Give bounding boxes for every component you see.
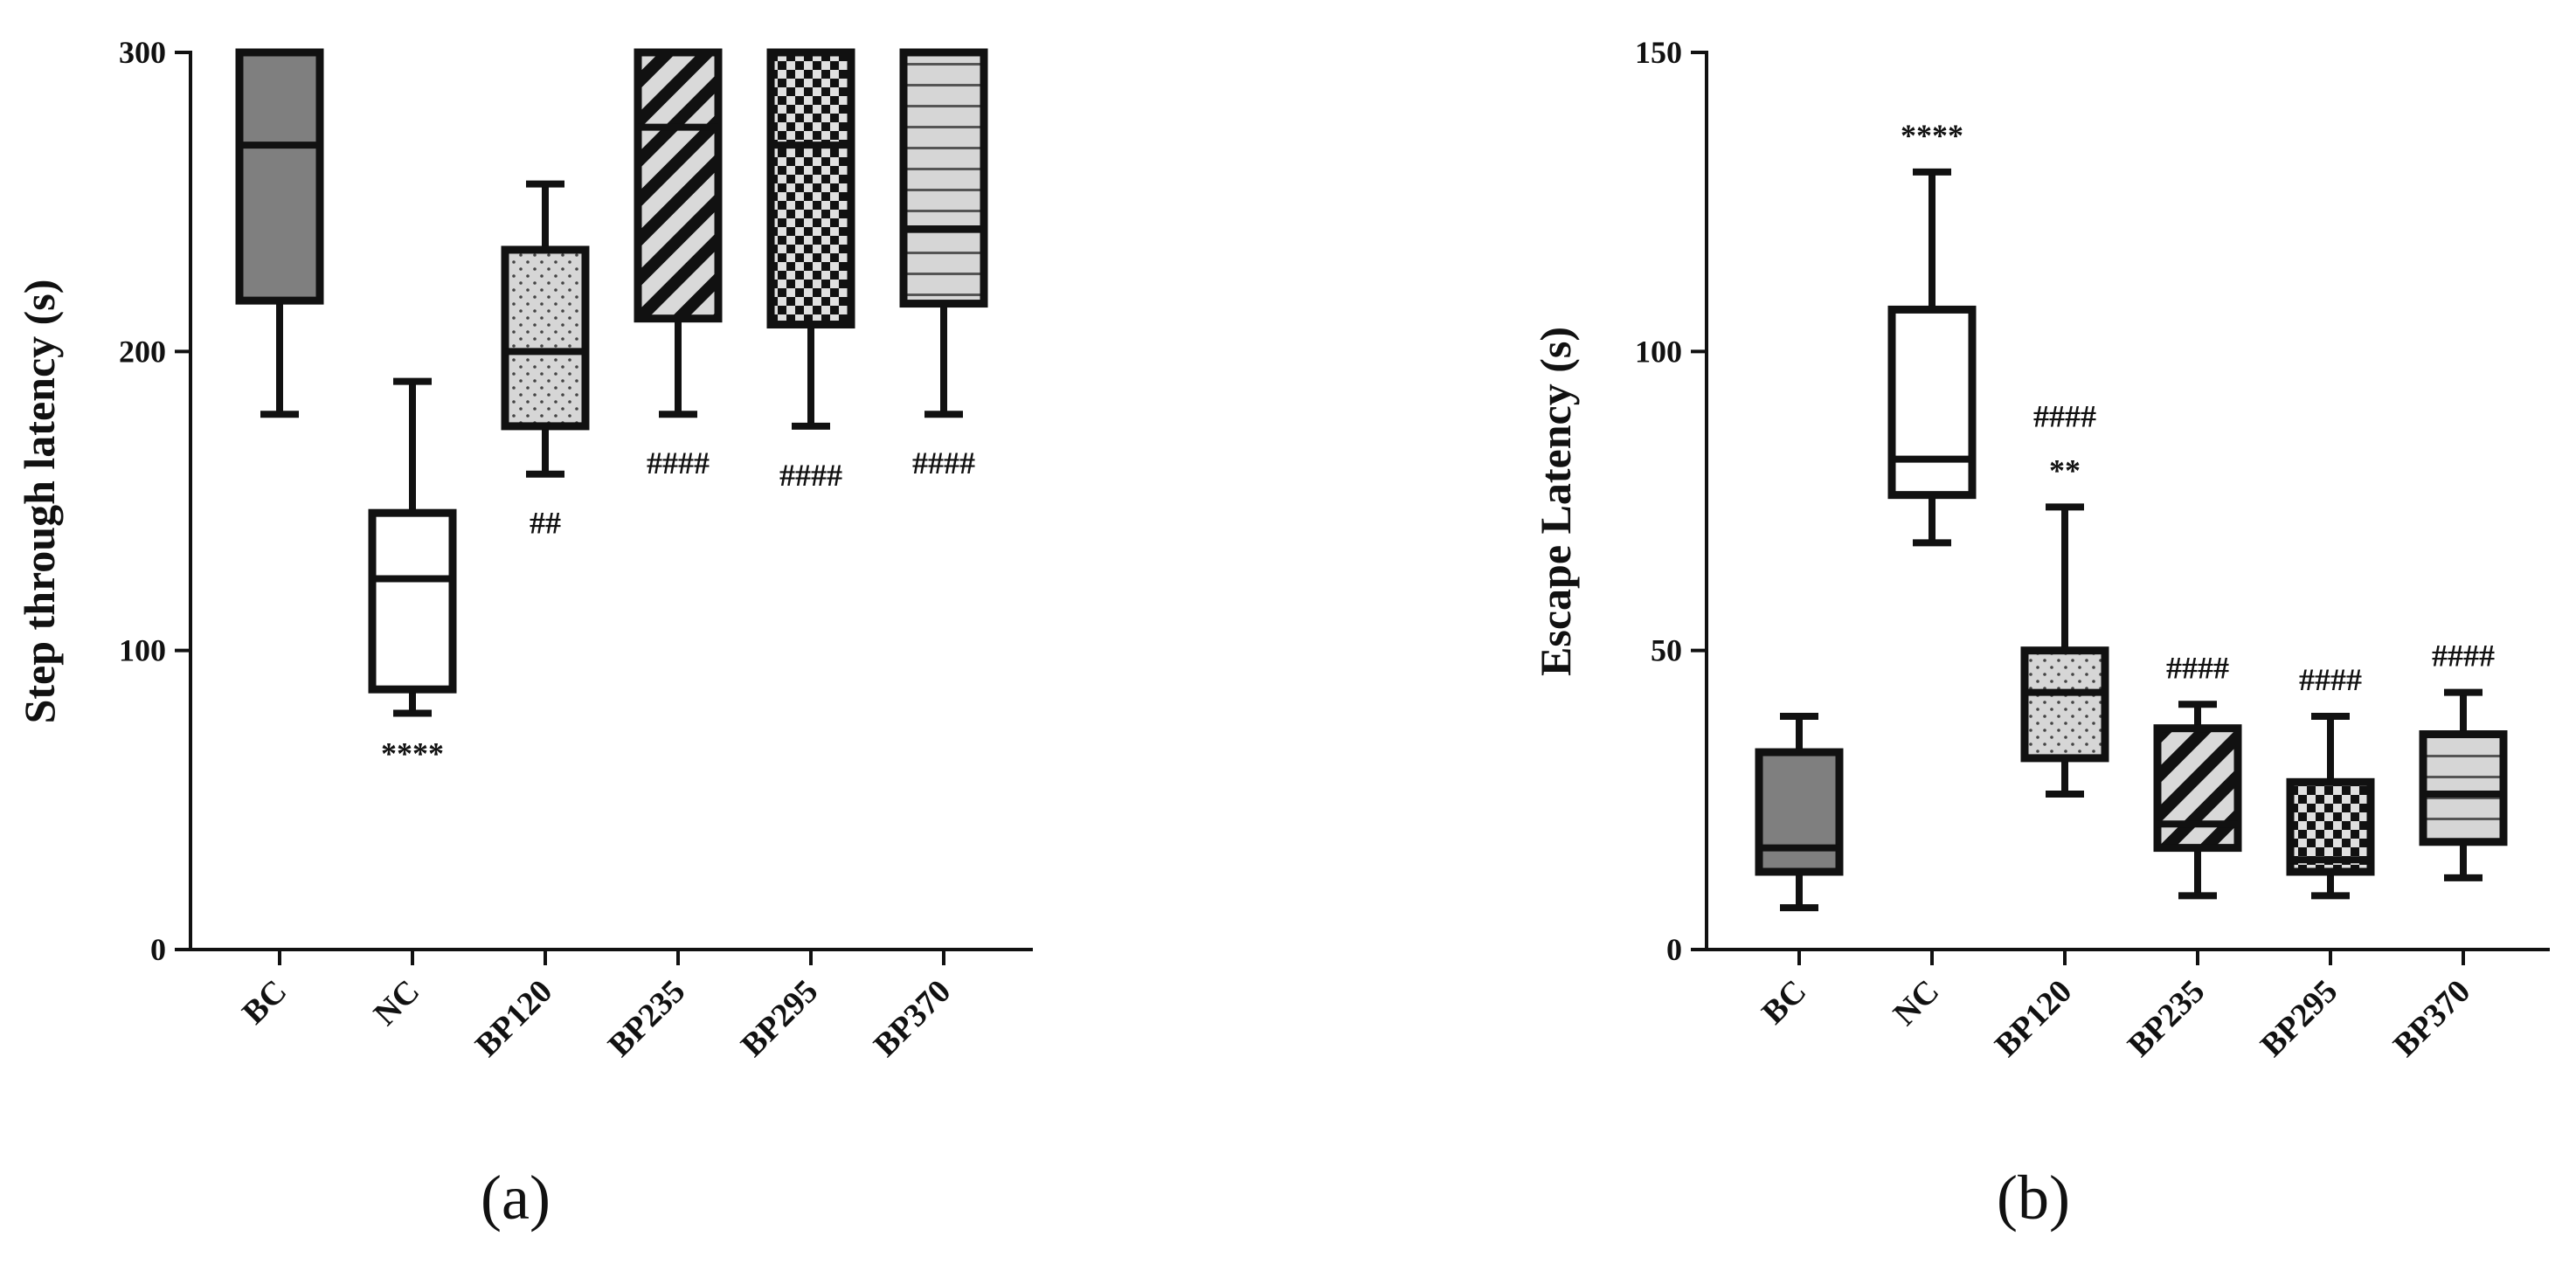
chart-a-category-label: BC: [235, 973, 294, 1032]
chart-a-y-tick-label: 0: [150, 932, 166, 967]
box-iqr: [2419, 730, 2508, 846]
box-iqr: [2020, 646, 2109, 763]
chart-a-significance-label: ##: [530, 506, 561, 541]
chart-b-y-tick-label: 0: [1666, 932, 1682, 967]
chart-b-significance-label: ####: [2166, 650, 2229, 685]
chart-b-box-bp295: [2286, 712, 2375, 900]
chart-b-significance-label: ####: [2299, 662, 2362, 697]
chart-b-category-label: BP370: [2386, 973, 2477, 1064]
chart-a-box-nc: [368, 377, 457, 717]
chart-a-box-bp120: [501, 180, 590, 478]
chart-a-y-tick-label: 200: [119, 334, 166, 369]
chart-b-box-bp235: [2153, 701, 2242, 900]
chart-b-panel-label: (b): [1997, 1163, 2070, 1233]
chart-a-y-axis-title: Step through latency (s): [15, 280, 64, 724]
chart-a-category-label: BP235: [601, 973, 692, 1064]
box-iqr: [899, 48, 988, 308]
chart-b-category-label: BP120: [1988, 973, 2079, 1064]
chart-b-significance-label: ####: [2432, 639, 2495, 674]
chart-a-box-bp295: [766, 48, 855, 430]
box-iqr: [1887, 305, 1977, 500]
chart-b-box-bp370: [2419, 688, 2508, 881]
chart-a-box-bp235: [634, 48, 723, 418]
chart-b-box-bp120: [2020, 503, 2109, 798]
chart-a-panel-label: (a): [481, 1163, 551, 1233]
chart-a-category-label: NC: [367, 973, 427, 1033]
chart-panel-b: 0 50 100 150 Escape Latency (s) BC NC **** BP120…: [1531, 35, 2550, 1233]
chart-b-box-bc: [1755, 712, 1844, 912]
box-iqr: [368, 508, 457, 694]
chart-a-significance-label: ####: [912, 446, 975, 480]
box-iqr: [501, 245, 590, 431]
box-iqr: [2153, 724, 2242, 853]
chart-b-significance-label: ****: [1901, 118, 1963, 153]
chart-a-y-tick-label: 100: [119, 633, 166, 668]
chart-b-y-tick-label: 50: [1651, 633, 1682, 668]
chart-b-y-axis-title: Escape Latency (s): [1531, 327, 1580, 676]
chart-b-category-label: NC: [1887, 973, 1947, 1033]
chart-b-category-label: BP235: [2121, 973, 2212, 1064]
chart-b-box-nc: [1887, 168, 1977, 547]
chart-a-category-label: BP370: [867, 973, 958, 1064]
chart-b-category-label: BC: [1755, 973, 1813, 1032]
chart-a-significance-label: ####: [779, 458, 842, 493]
chart-b-significance-label: **: [2049, 452, 2081, 487]
chart-a-box-bp370: [899, 48, 988, 418]
chart-b-significance-label: ####: [2033, 398, 2096, 433]
chart-a-category-label: BP120: [468, 973, 559, 1064]
chart-panel-a: 0 100 200 300 Step through latency (s) BC NC **…: [15, 35, 1033, 1233]
chart-b-y-tick-label: 100: [1635, 334, 1682, 369]
box-iqr: [634, 48, 723, 323]
box-iqr: [766, 48, 855, 329]
chart-a-box-bc: [235, 48, 324, 418]
box-iqr: [235, 48, 324, 305]
chart-a-y-tick-label: 300: [119, 35, 166, 70]
chart-a-significance-label: ####: [647, 446, 710, 480]
chart-a-significance-label: ****: [381, 736, 444, 771]
box-iqr: [1755, 748, 1844, 876]
chart-a-category-label: BP295: [734, 973, 825, 1064]
chart-b-y-tick-label: 150: [1635, 35, 1682, 70]
chart-b-category-label: BP295: [2254, 973, 2344, 1064]
